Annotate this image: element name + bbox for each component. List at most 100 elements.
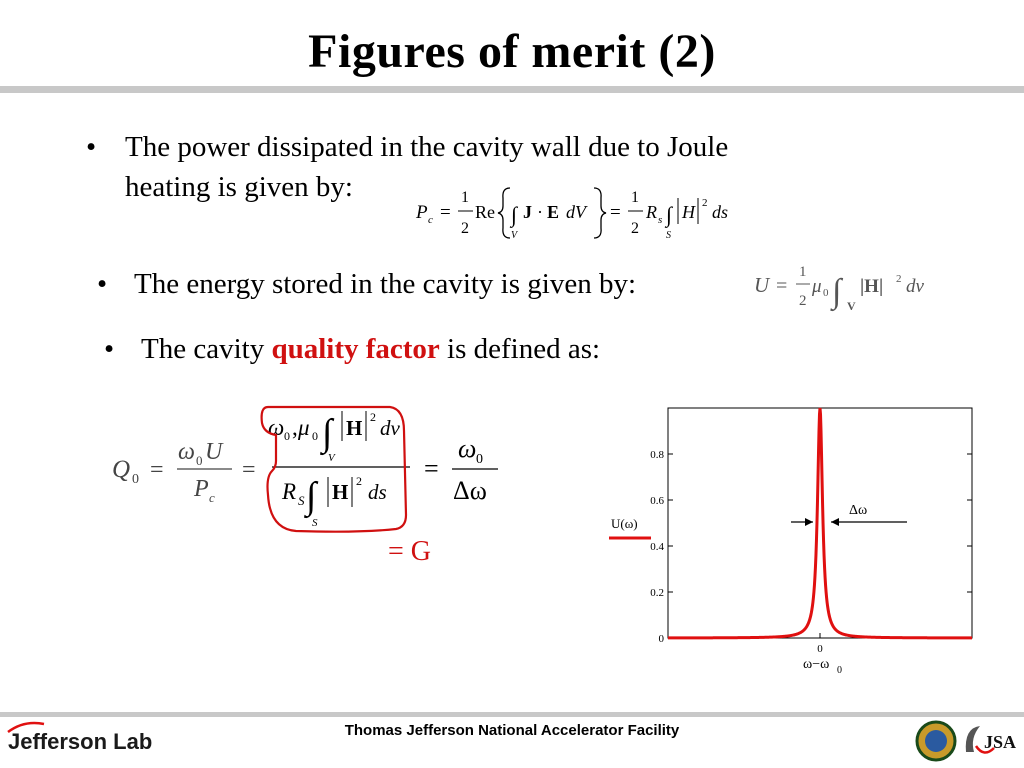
footer-org: Thomas Jefferson National Accelerator Fa… xyxy=(344,722,680,739)
energy-half-den: 2 xyxy=(799,293,807,309)
chart-annotation: Δω xyxy=(849,503,867,518)
q-lhs: Q xyxy=(112,456,130,483)
power-dv: dV xyxy=(566,202,588,222)
q-num-dv: dv xyxy=(380,416,401,440)
quality-equation: Q 0 = ω 0 U P c = ω 0 , μ 0 ∫ V H 2 dv R… xyxy=(112,405,498,533)
energy-integral: ∫ xyxy=(830,273,844,312)
q-eq2: = xyxy=(242,457,256,483)
y-tick-label: 0 xyxy=(659,633,665,645)
x-tick-label: 0 xyxy=(817,643,823,655)
equals-g-label: = G xyxy=(388,536,432,567)
q-num-vol: V xyxy=(328,452,336,464)
q-eq3: = xyxy=(424,454,439,483)
energy-mu-sub: 0 xyxy=(823,287,829,299)
energy-eq: = xyxy=(776,275,787,297)
power-e: E xyxy=(547,202,559,222)
title-divider xyxy=(0,86,1024,93)
power-j: J xyxy=(523,202,532,222)
bullet-power-text: The power dissipated in the cavity wall … xyxy=(125,127,728,207)
q-num-integral: ∫ xyxy=(320,412,335,456)
power-half-den: 2 xyxy=(461,220,469,237)
resonance-chart: 0 0.2 0.4 0.6 0.8 0 U(ω) Δω ω−ω 0 xyxy=(609,407,973,676)
power-integral1: ∫ xyxy=(509,202,519,228)
jefferson-lab-logo: Jefferson Lab xyxy=(8,729,153,754)
jefferson-lab-swoosh xyxy=(7,721,45,734)
power-lhs-sub: c xyxy=(428,214,433,226)
bullet-energy-text: The energy stored in the cavity is given… xyxy=(134,268,637,300)
q-omega-sub: 0 xyxy=(196,453,203,468)
footer-divider xyxy=(0,712,1024,717)
power-ds: ds xyxy=(712,202,728,222)
bullet-quality-text: The cavity quality factor is defined as: xyxy=(141,329,600,369)
q-num-h: H xyxy=(346,416,362,440)
q-num-comma: , xyxy=(292,415,298,440)
bullet-power-line2: heating is given by: xyxy=(125,171,353,203)
partner-logos: JSA xyxy=(915,720,1016,762)
jsa-logo: JSA xyxy=(984,732,1016,752)
energy-half-num: 1 xyxy=(799,264,807,280)
power-vol: V xyxy=(511,230,519,241)
q-p: P xyxy=(193,476,209,502)
q-u: U xyxy=(205,439,224,465)
q-num-mu: μ xyxy=(297,415,310,440)
q-num-omega-sub: 0 xyxy=(284,429,290,443)
energy-equation: U = 1 2 μ 0 ∫ V |H| 2 dv xyxy=(754,264,925,313)
energy-dv: dv xyxy=(906,276,925,297)
doe-seal-center xyxy=(925,730,947,752)
power-eq1: = xyxy=(440,202,451,223)
series-label: U(ω) xyxy=(611,516,638,531)
power-half-den2: 2 xyxy=(631,220,639,237)
energy-mu: μ xyxy=(811,276,822,297)
y-tick-label: 0.8 xyxy=(650,449,664,461)
jsa-logo-mark xyxy=(965,726,980,752)
y-tick-label: 0.6 xyxy=(650,495,664,507)
bullet-quality-post: is defined as: xyxy=(439,333,601,365)
power-sq: 2 xyxy=(702,197,708,209)
q-p-sub: c xyxy=(209,490,215,505)
q-num-sq: 2 xyxy=(370,410,376,424)
q-den-rs: R xyxy=(281,479,296,504)
q-den-rs-sub: S xyxy=(298,493,305,508)
y-tick-label: 0.2 xyxy=(650,587,664,599)
x-axis-label-sub: 0 xyxy=(837,665,842,676)
power-equation: P c = 1 2 Re ∫ V J · E dV = 1 2 R s ∫ S … xyxy=(415,187,728,241)
q-final-omega: ω xyxy=(458,434,476,463)
power-dot: · xyxy=(537,202,543,222)
q-omega: ω xyxy=(178,439,195,465)
q-final-delta: Δω xyxy=(453,476,487,505)
q-final-omega-sub: 0 xyxy=(476,452,483,467)
bullet-marker: • xyxy=(97,268,108,300)
g-highlight-outline xyxy=(260,405,408,533)
q-den-h: H xyxy=(332,480,348,504)
bullet-quality-emph: quality factor xyxy=(271,333,440,365)
energy-sq: 2 xyxy=(896,273,902,285)
q-num-mu-sub: 0 xyxy=(312,429,318,443)
y-tick-label: 0.4 xyxy=(650,541,664,553)
energy-h: |H| xyxy=(860,276,883,297)
x-axis-label: ω−ω xyxy=(803,657,829,672)
bullet-marker: • xyxy=(86,131,97,163)
energy-vol: V xyxy=(847,299,856,313)
delta-arrowhead-right xyxy=(831,518,839,526)
q-den-sq: 2 xyxy=(356,474,362,488)
bullet-power-line1: The power dissipated in the cavity wall … xyxy=(125,131,729,163)
power-surf: S xyxy=(666,230,671,241)
power-re: Re xyxy=(475,202,495,222)
bullet-marker: • xyxy=(104,333,115,365)
bullet-quality-pre: The cavity xyxy=(141,333,272,365)
series-line-u-omega xyxy=(668,407,972,640)
q-den-integral: ∫ xyxy=(304,475,319,519)
power-h: H xyxy=(681,202,696,222)
power-integral2: ∫ xyxy=(664,202,674,228)
power-rs: R xyxy=(645,202,657,222)
slide-title: Figures of merit (2) xyxy=(308,25,716,78)
q-lhs-sub: 0 xyxy=(132,472,139,487)
power-half-num: 1 xyxy=(461,189,469,206)
q-den-ds: ds xyxy=(368,480,387,504)
jsa-swoosh xyxy=(974,745,995,754)
q-eq1: = xyxy=(150,457,164,483)
energy-lhs: U xyxy=(754,273,771,297)
q-den-surf: S xyxy=(312,517,318,529)
delta-arrowhead-left xyxy=(805,518,813,526)
power-half-num2: 1 xyxy=(631,189,639,206)
